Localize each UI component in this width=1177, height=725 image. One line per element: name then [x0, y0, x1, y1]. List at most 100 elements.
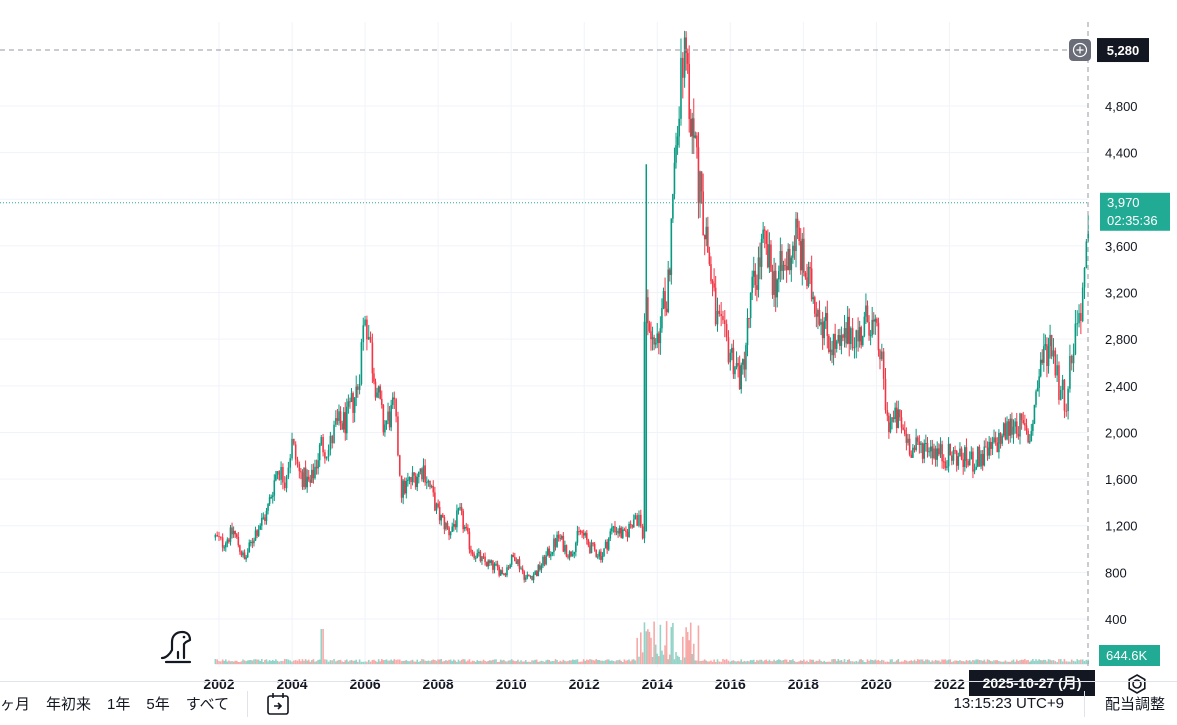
- volume-bar: [941, 659, 943, 664]
- candle-body: [676, 136, 679, 146]
- range-5y-button[interactable]: 5年: [138, 689, 177, 719]
- candle-body: [881, 351, 883, 360]
- candle-body: [571, 554, 574, 556]
- candle-body: [220, 537, 222, 539]
- volume-bar: [514, 661, 516, 664]
- candle-body: [952, 450, 955, 461]
- volume-bar: [1006, 661, 1008, 664]
- candle-body: [718, 310, 721, 314]
- candle-body: [1004, 423, 1007, 440]
- candle-body: [553, 538, 555, 552]
- candle-body: [752, 270, 755, 277]
- candle-body: [265, 510, 268, 521]
- volume-bar: [260, 659, 263, 664]
- settings-gear-icon[interactable]: [1128, 674, 1146, 694]
- volume-bar: [419, 660, 422, 664]
- candle-body: [699, 171, 701, 204]
- candle-body: [430, 486, 433, 488]
- candle-body: [1030, 430, 1033, 442]
- candle-body: [268, 497, 271, 504]
- candle-body: [609, 531, 612, 539]
- volume-bar: [965, 660, 968, 664]
- volume-bar: [331, 660, 334, 664]
- volume-bar: [817, 660, 819, 664]
- volume-bar: [584, 660, 587, 664]
- candle-body: [793, 245, 796, 251]
- volume-bar: [942, 659, 945, 664]
- candle-body: [280, 467, 282, 480]
- goto-date-button[interactable]: [258, 689, 298, 719]
- candle-body: [496, 563, 499, 567]
- candle-body: [834, 333, 836, 349]
- volume-bar: [493, 659, 496, 664]
- volume-bar: [934, 659, 937, 664]
- volume-bar: [1056, 661, 1058, 664]
- volume-bar: [1012, 659, 1015, 664]
- volume-bar: [465, 661, 468, 664]
- volume-bar: [993, 660, 995, 664]
- candle-body: [912, 447, 914, 458]
- candle-body: [710, 264, 712, 282]
- volume-bar: [1049, 659, 1051, 664]
- divider: [1083, 690, 1085, 717]
- volume-bar: [434, 660, 436, 664]
- candle-body: [707, 226, 709, 253]
- volume-bar: [774, 661, 777, 664]
- candle-body: [926, 442, 929, 452]
- candle-body: [632, 519, 635, 528]
- volume-bar: [977, 659, 979, 664]
- volume-bar: [253, 659, 255, 664]
- candle-body: [918, 441, 921, 445]
- candle-body: [910, 454, 913, 458]
- range-ytd-button[interactable]: 年初来: [38, 689, 99, 719]
- volume-bar: [823, 660, 825, 664]
- candle-body: [1027, 430, 1029, 443]
- candle-body: [395, 399, 397, 417]
- candle-body: [490, 560, 493, 563]
- volume-bar: [338, 659, 340, 664]
- range-all-button[interactable]: すべて: [178, 689, 237, 719]
- candle-body: [518, 559, 521, 569]
- volume-bar: [790, 660, 793, 664]
- dividend-adjust-toggle[interactable]: 配当調整: [1104, 696, 1165, 713]
- candle-body: [809, 266, 811, 269]
- clock-timezone[interactable]: 13:15:23 UTC+9: [953, 695, 1064, 712]
- range-1y-button[interactable]: 1年: [99, 689, 138, 719]
- volume-bar: [221, 659, 224, 664]
- volume-bar: [634, 660, 637, 664]
- candle-body: [1032, 423, 1034, 431]
- volume-bar: [968, 660, 971, 664]
- candle-body: [254, 530, 257, 541]
- candle-body: [1020, 413, 1023, 421]
- volume-bar: [1014, 661, 1016, 664]
- candle-body: [578, 531, 580, 533]
- volume-bar: [398, 659, 401, 664]
- volume-bar: [1017, 661, 1020, 664]
- volume-bar: [604, 660, 607, 664]
- candle-body: [388, 411, 391, 428]
- volume-bar: [662, 654, 665, 664]
- range-months-button[interactable]: ヶ月: [0, 689, 38, 719]
- candle-body: [629, 523, 632, 525]
- candle-body: [694, 135, 697, 138]
- candle-body: [270, 497, 272, 499]
- candle-body: [524, 577, 527, 580]
- volume-bar: [517, 659, 519, 664]
- volume-bar: [429, 661, 431, 664]
- volume-bar: [385, 659, 388, 664]
- candle-body: [232, 530, 235, 535]
- volume-bar: [573, 660, 576, 664]
- volume-bar: [1009, 661, 1012, 664]
- volume-bar: [376, 661, 378, 664]
- volume-bar: [358, 659, 361, 664]
- volume-bar: [711, 661, 714, 664]
- candle-body: [670, 218, 673, 275]
- candle-body: [1019, 413, 1021, 437]
- candle-body: [539, 565, 541, 570]
- volume-bar: [654, 644, 657, 664]
- volume-bar: [589, 659, 591, 664]
- candle-body: [696, 135, 698, 148]
- candle-body: [573, 551, 576, 555]
- candle-body: [888, 415, 890, 433]
